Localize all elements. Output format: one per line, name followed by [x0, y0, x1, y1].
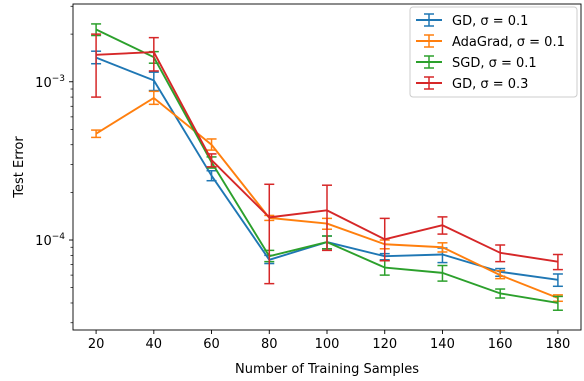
x-tick-label: 80: [261, 337, 278, 352]
error-bar: [206, 138, 217, 151]
legend-item-2: AdaGrad, σ = 0.1: [416, 34, 565, 50]
error-bar: [437, 216, 448, 235]
error-bar: [437, 264, 448, 282]
error-bar: [552, 273, 563, 288]
error-bar: [322, 184, 332, 252]
error-bar: [552, 295, 563, 311]
x-axis-label: Number of Training Samples: [235, 362, 419, 377]
error-bar: [264, 183, 275, 285]
x-tick-label: 140: [430, 337, 455, 352]
legend: GD, σ = 0.1 AdaGrad, σ = 0.1 SGD, σ = 0.1 G…: [409, 6, 578, 98]
y-axis: 10−3 10−4: [35, 5, 73, 324]
legend-frame: [409, 6, 578, 98]
error-bar: [552, 253, 563, 271]
legend-item-1: GD, σ = 0.1: [416, 13, 528, 29]
y-tick-label: 10−3: [35, 74, 65, 91]
error-bar: [206, 169, 217, 182]
error-bar: [206, 153, 217, 168]
legend-item-3: SGD, σ = 0.1: [416, 55, 537, 71]
error-bar: [148, 36, 159, 72]
x-tick-label: 60: [203, 337, 220, 352]
x-tick-label: 160: [488, 337, 513, 352]
error-bar: [91, 129, 102, 139]
series-4: [91, 33, 563, 285]
legend-label: GD, σ = 0.3: [452, 77, 528, 92]
error-bar: [91, 33, 102, 98]
error-bar: [495, 269, 506, 280]
y-axis-label: Test Error: [12, 136, 27, 199]
x-tick-label: 180: [545, 337, 570, 352]
legend-label: SGD, σ = 0.1: [452, 56, 537, 71]
x-axis: 20 40 60 80 100 120 140 160 180: [88, 330, 570, 352]
x-tick-label: 40: [146, 337, 163, 352]
error-bar: [495, 244, 506, 263]
y-tick-label: 10−4: [35, 232, 65, 249]
error-bar: [495, 288, 506, 299]
error-bar: [379, 217, 390, 262]
legend-label: AdaGrad, σ = 0.1: [452, 35, 565, 50]
legend-label: GD, σ = 0.1: [452, 14, 528, 29]
error-bar: [437, 242, 448, 253]
series-layer: [91, 23, 563, 311]
x-tick-label: 100: [315, 337, 340, 352]
x-tick-label: 120: [372, 337, 397, 352]
error-bar: [148, 71, 159, 92]
legend-item-4: GD, σ = 0.3: [416, 76, 528, 92]
x-tick-label: 20: [88, 337, 105, 352]
error-bar: [148, 90, 159, 106]
